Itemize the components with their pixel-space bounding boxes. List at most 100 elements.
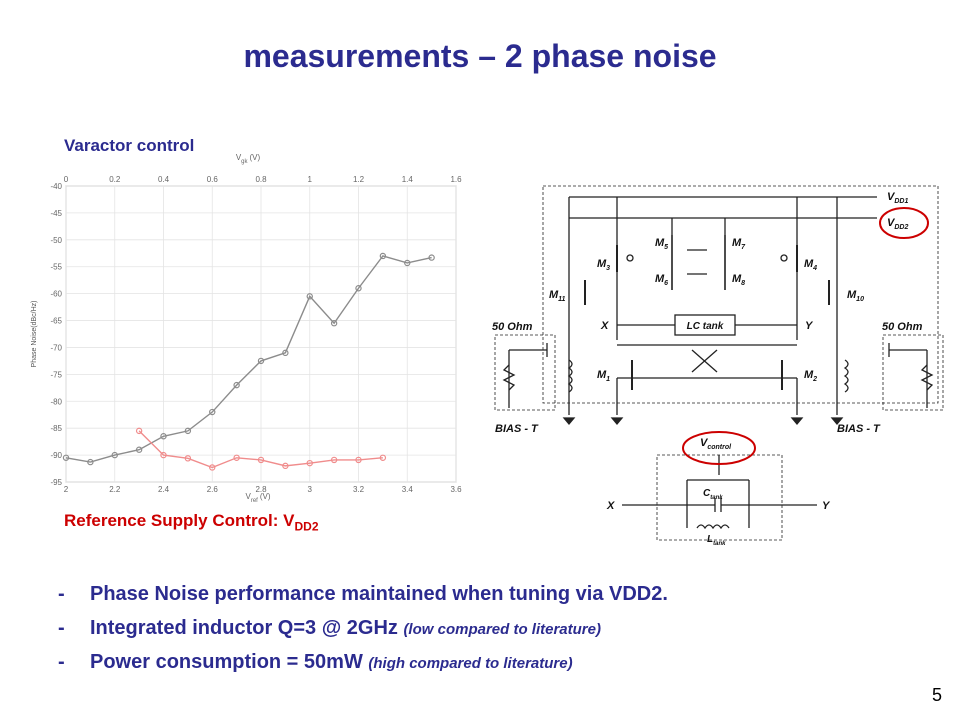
reference-supply-label: Reference Supply Control: VDD2 [64, 511, 319, 533]
red-series-point [184, 455, 192, 462]
page-number: 5 [931, 685, 942, 705]
chart-series [62, 252, 435, 471]
m7-label: M7 [732, 237, 746, 251]
y-tick-label: -60 [50, 290, 62, 299]
cross-line-2 [691, 349, 718, 373]
red-series-point [282, 462, 289, 470]
m3-label: M3 [597, 258, 610, 272]
chart-background [8, 146, 483, 516]
gray-series-point [330, 320, 338, 327]
x-top-tick-label: 0.4 [158, 175, 170, 184]
bullet-note: (high compared to literature) [368, 655, 573, 672]
y-tick-label: -85 [50, 424, 62, 433]
bullet-text: Phase Noise performance maintained when … [90, 583, 668, 605]
vco-core-frame [542, 185, 939, 404]
x-bottom-tick-label: 2.4 [158, 485, 170, 494]
reference-supply-text: Reference Supply Control: V [64, 511, 295, 530]
chart-x-bottom-label: Vref (V) [245, 492, 270, 504]
gray-series-point [184, 427, 192, 435]
y-tick-label: -50 [50, 236, 62, 245]
y-tick-label: -65 [50, 317, 62, 326]
gray-series-point [111, 451, 118, 459]
x-bottom-tick-label: 3 [308, 485, 313, 494]
m6-label: M6 [655, 273, 668, 287]
x-top-tick-label: 1.2 [353, 175, 365, 184]
y-tick-label: -80 [50, 397, 62, 406]
ltank-label: Ltank [707, 534, 726, 547]
m5-label: M5 [655, 237, 668, 251]
x-bottom-tick-label: 2.2 [109, 485, 121, 494]
bias-t-left-label: BIAS - T [495, 423, 539, 435]
ground-symbol-m2 [790, 417, 804, 426]
y-node-label: Y [805, 320, 814, 332]
red-series-point [355, 456, 362, 464]
x-top-tick-label: 0.2 [109, 175, 121, 184]
gray-series-point [282, 349, 289, 357]
bias-t-right-inductor [843, 359, 849, 393]
bullet-item-2: - Integrated inductor Q=3 @ 2GHz (low com… [58, 617, 668, 651]
chart-x-top-label: Vgk (V) [236, 153, 261, 165]
y-tick-label: -75 [50, 370, 62, 379]
gray-series-point [257, 357, 265, 365]
chart-ticks: -40 -45 -50 -55 -60 -65 -70 -75 -80 -85 -90 -952 2.2… [50, 175, 462, 494]
m2-label: M2 [804, 369, 817, 383]
gray-series-line [65, 255, 432, 463]
red-series-point [379, 454, 387, 461]
lc-tank-label: LC tank [687, 321, 724, 332]
y-tick-label: -95 [50, 478, 62, 487]
bias-t-right-frame [882, 334, 944, 411]
ohm-right-label: 50 Ohm [882, 321, 923, 333]
y-tick-label: -70 [50, 343, 62, 352]
x-bottom-tick-label: 2.8 [255, 485, 267, 494]
red-series-point [330, 456, 338, 464]
chart-y-axis-label: Phase Noise(dBc/Hz) [31, 301, 38, 368]
ground-symbol-m1 [610, 417, 624, 426]
y-tick-label: -40 [50, 182, 62, 191]
reference-supply-subscript: DD2 [294, 519, 319, 534]
red-series-point [160, 451, 167, 459]
m11-label: M11 [549, 289, 566, 303]
y-tick-label: -45 [50, 209, 62, 218]
x-top-tick-label: 1 [308, 175, 313, 184]
x-node-label: X [600, 320, 609, 332]
bullet-note: (low compared to literature) [403, 621, 601, 638]
red-series-point [233, 454, 240, 461]
vdd2-highlight-circle [879, 207, 929, 239]
slide-title: measurements – 2 phase noise [243, 38, 717, 74]
vcontrol-label: Vcontrol [700, 437, 732, 451]
red-series-line [138, 430, 383, 469]
gray-series-point [404, 259, 411, 267]
tank-x-label: X [606, 500, 615, 512]
x-bottom-tick-label: 2.6 [207, 485, 219, 494]
x-top-tick-label: 0 [64, 175, 69, 184]
x-bottom-tick-label: 3.2 [353, 485, 365, 494]
red-series-point [257, 456, 265, 464]
varactor-control-label: Varactor control [64, 136, 195, 155]
gray-series-point [306, 293, 313, 300]
bias-t-left-inductor [567, 359, 573, 393]
m4-label: M4 [804, 258, 817, 272]
ltank-inductor [696, 524, 730, 530]
ohm-left-label: 50 Ohm [492, 321, 533, 333]
x-bottom-tick-label: 3.6 [450, 485, 462, 494]
x-bottom-tick-label: 2 [64, 485, 69, 494]
y-tick-label: -90 [50, 451, 62, 460]
bias-t-right-label: BIAS - T [837, 423, 881, 435]
chart-grid [65, 185, 457, 483]
x-top-tick-label: 0.8 [255, 175, 267, 184]
bullet-item-1: - Phase Noise performance maintained when… [58, 583, 668, 617]
m8-label: M8 [732, 273, 745, 287]
vco-schematic: VDD1 VDD2 M3 M4 M5 M6 M7 M8 M11 M10 M1 M… [492, 185, 944, 547]
x-top-tick-label: 1.4 [402, 175, 414, 184]
bullet-item-3: - Power consumption = 50mW (high compared… [58, 651, 668, 685]
m10-label: M10 [847, 289, 864, 303]
phase-noise-chart: -40 -45 -50 -55 -60 -65 -70 -75 -80 -85 -90 -952 2.2… [8, 146, 483, 516]
gray-series-point [87, 458, 94, 466]
gray-series-point [62, 454, 70, 461]
gray-series-point [428, 254, 435, 261]
gray-series-point [209, 408, 216, 416]
x-top-tick-label: 1.6 [450, 175, 462, 184]
vdd1-label: VDD1 [887, 191, 908, 205]
red-series-point [306, 459, 313, 467]
bullet-text: Power consumption = 50mW [90, 651, 369, 673]
